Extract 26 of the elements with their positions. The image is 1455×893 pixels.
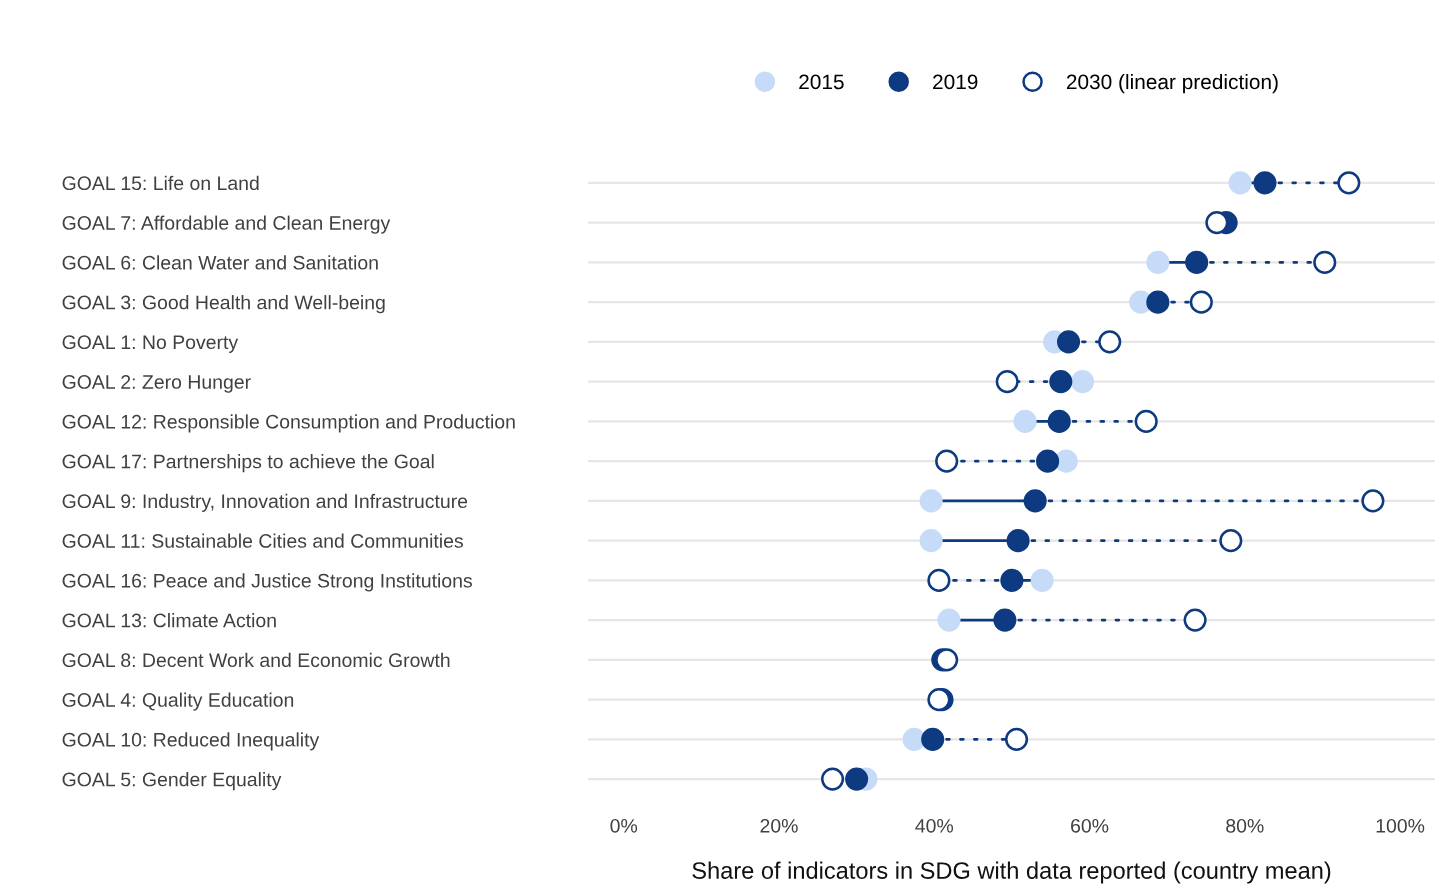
y-tick-label: GOAL 2: Zero Hunger [62,375,251,393]
y-tick-label: GOAL 10: Reduced Inequality [62,732,320,751]
y-tick-label: GOAL 15: Life on Land [62,175,259,191]
y-tick-label: GOAL 4: Quality Education [62,692,294,711]
y-tick-label: GOAL 9: Industry, Innovation and Infrastructure [62,493,468,512]
x-tick-label: 80% [1226,818,1264,833]
y-tick-label: GOAL 1: No Poverty [62,335,239,353]
legend-label: 2015 [799,74,844,90]
x-tick-label: 100% [1376,818,1425,833]
y-tick-label: GOAL 16: Peace and Justice Strong Institutions [62,573,472,592]
y-tick-label: GOAL 13: Climate Action [62,613,276,628]
y-tick-label: GOAL 11: Sustainable Cities and Communities [62,533,463,548]
x-tick-label: 60% [1071,818,1109,833]
legend-label: 2030 (linear prediction) [1066,73,1278,94]
y-tick-label: GOAL 3: Good Health and Well-being [62,295,385,314]
y-tick-label: GOAL 17: Partnerships to achieve the Goal [62,454,434,473]
y-tick-label: GOAL 12: Responsible Consumption and Production [62,414,515,433]
x-axis-title: Share of indicators in SDG with data reported (country mean) [692,861,1331,884]
y-tick-label: GOAL 8: Decent Work and Economic Growth [62,652,450,668]
legend-label: 2019 [933,74,978,90]
y-tick-label: GOAL 5: Gender Equality [62,772,282,791]
x-tick-label: 0% [610,818,638,833]
x-tick-label: 20% [760,818,798,833]
y-tick-label: GOAL 7: Affordable and Clean Energy [62,215,391,234]
x-tick-label: 40% [915,818,954,833]
y-tick-label: GOAL 6: Clean Water and Sanitation [62,255,378,270]
